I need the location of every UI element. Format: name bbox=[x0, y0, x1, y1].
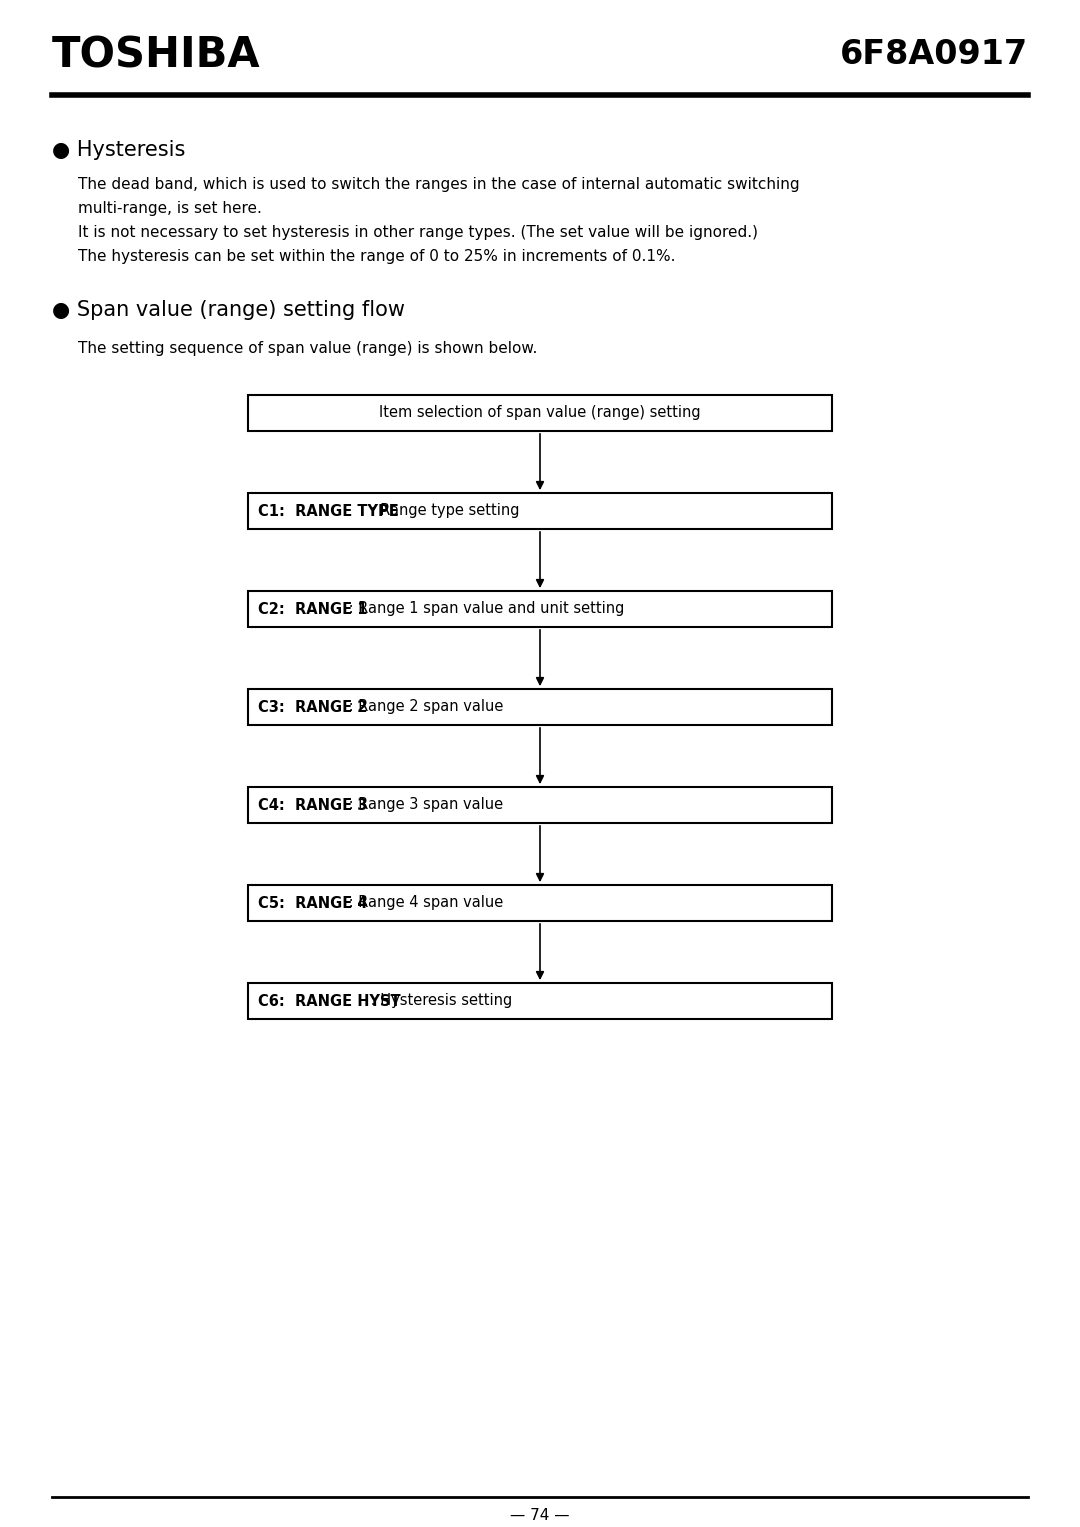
Bar bbox=[248, 395, 832, 431]
Text: C1:  RANGE TYPE: C1: RANGE TYPE bbox=[258, 504, 399, 519]
Text: multi-range, is set here.: multi-range, is set here. bbox=[78, 202, 261, 217]
Text: : Range 2 span value: : Range 2 span value bbox=[345, 699, 503, 715]
Text: ● Hysteresis: ● Hysteresis bbox=[52, 140, 186, 160]
Text: TOSHIBA: TOSHIBA bbox=[52, 34, 260, 76]
Bar bbox=[248, 689, 832, 725]
Text: — 74 —: — 74 — bbox=[510, 1507, 570, 1522]
Text: C4:  RANGE 3: C4: RANGE 3 bbox=[258, 797, 367, 812]
Text: Item selection of span value (range) setting: Item selection of span value (range) set… bbox=[379, 406, 701, 420]
Text: The setting sequence of span value (range) is shown below.: The setting sequence of span value (rang… bbox=[78, 341, 538, 356]
Text: The dead band, which is used to switch the ranges in the case of internal automa: The dead band, which is used to switch t… bbox=[78, 177, 799, 192]
Text: : Range type setting: : Range type setting bbox=[366, 504, 519, 519]
Text: : Range 3 span value: : Range 3 span value bbox=[345, 797, 503, 812]
Text: The hysteresis can be set within the range of 0 to 25% in increments of 0.1%.: The hysteresis can be set within the ran… bbox=[78, 249, 675, 264]
Text: : Range 4 span value: : Range 4 span value bbox=[345, 895, 503, 910]
Bar bbox=[248, 786, 832, 823]
Bar bbox=[248, 493, 832, 528]
Text: It is not necessary to set hysteresis in other range types. (The set value will : It is not necessary to set hysteresis in… bbox=[78, 226, 758, 240]
Text: C6:  RANGE HYST: C6: RANGE HYST bbox=[258, 994, 401, 1008]
Text: 6F8A0917: 6F8A0917 bbox=[840, 38, 1028, 72]
Bar bbox=[248, 886, 832, 921]
Text: ● Span value (range) setting flow: ● Span value (range) setting flow bbox=[52, 299, 405, 321]
Text: : Hysteresis setting: : Hysteresis setting bbox=[366, 994, 512, 1008]
Text: C2:  RANGE 1: C2: RANGE 1 bbox=[258, 602, 367, 617]
Text: : Range 1 span value and unit setting: : Range 1 span value and unit setting bbox=[345, 602, 624, 617]
Bar bbox=[248, 591, 832, 628]
Text: C3:  RANGE 2: C3: RANGE 2 bbox=[258, 699, 367, 715]
Bar bbox=[248, 983, 832, 1019]
Text: C5:  RANGE 4: C5: RANGE 4 bbox=[258, 895, 367, 910]
